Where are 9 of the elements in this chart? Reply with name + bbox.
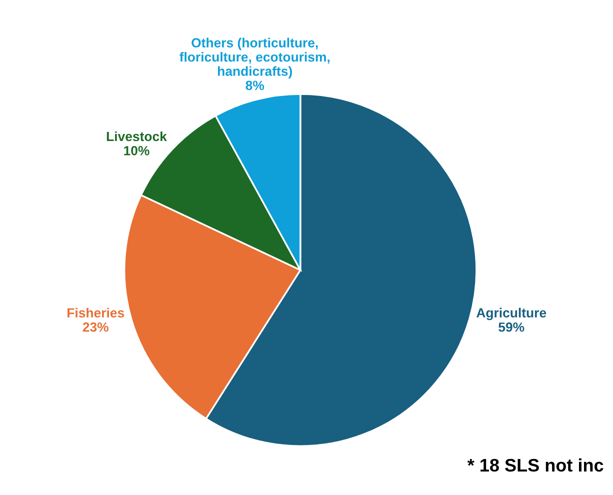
text: * 18 SLS not inc: [467, 458, 604, 472]
slice-label: Livestock: [106, 131, 167, 142]
slice-label: Agriculture: [476, 308, 546, 320]
data-label: 59%: [498, 322, 524, 332]
data-label: 10%: [124, 146, 150, 156]
data-label: 23%: [82, 322, 108, 332]
slice-label: Others (horticulture, floriculture, ecotourism, handicrafts): [180, 38, 330, 78]
slice-label: Fisheries: [68, 308, 124, 318]
data-label: 8%: [246, 80, 264, 90]
